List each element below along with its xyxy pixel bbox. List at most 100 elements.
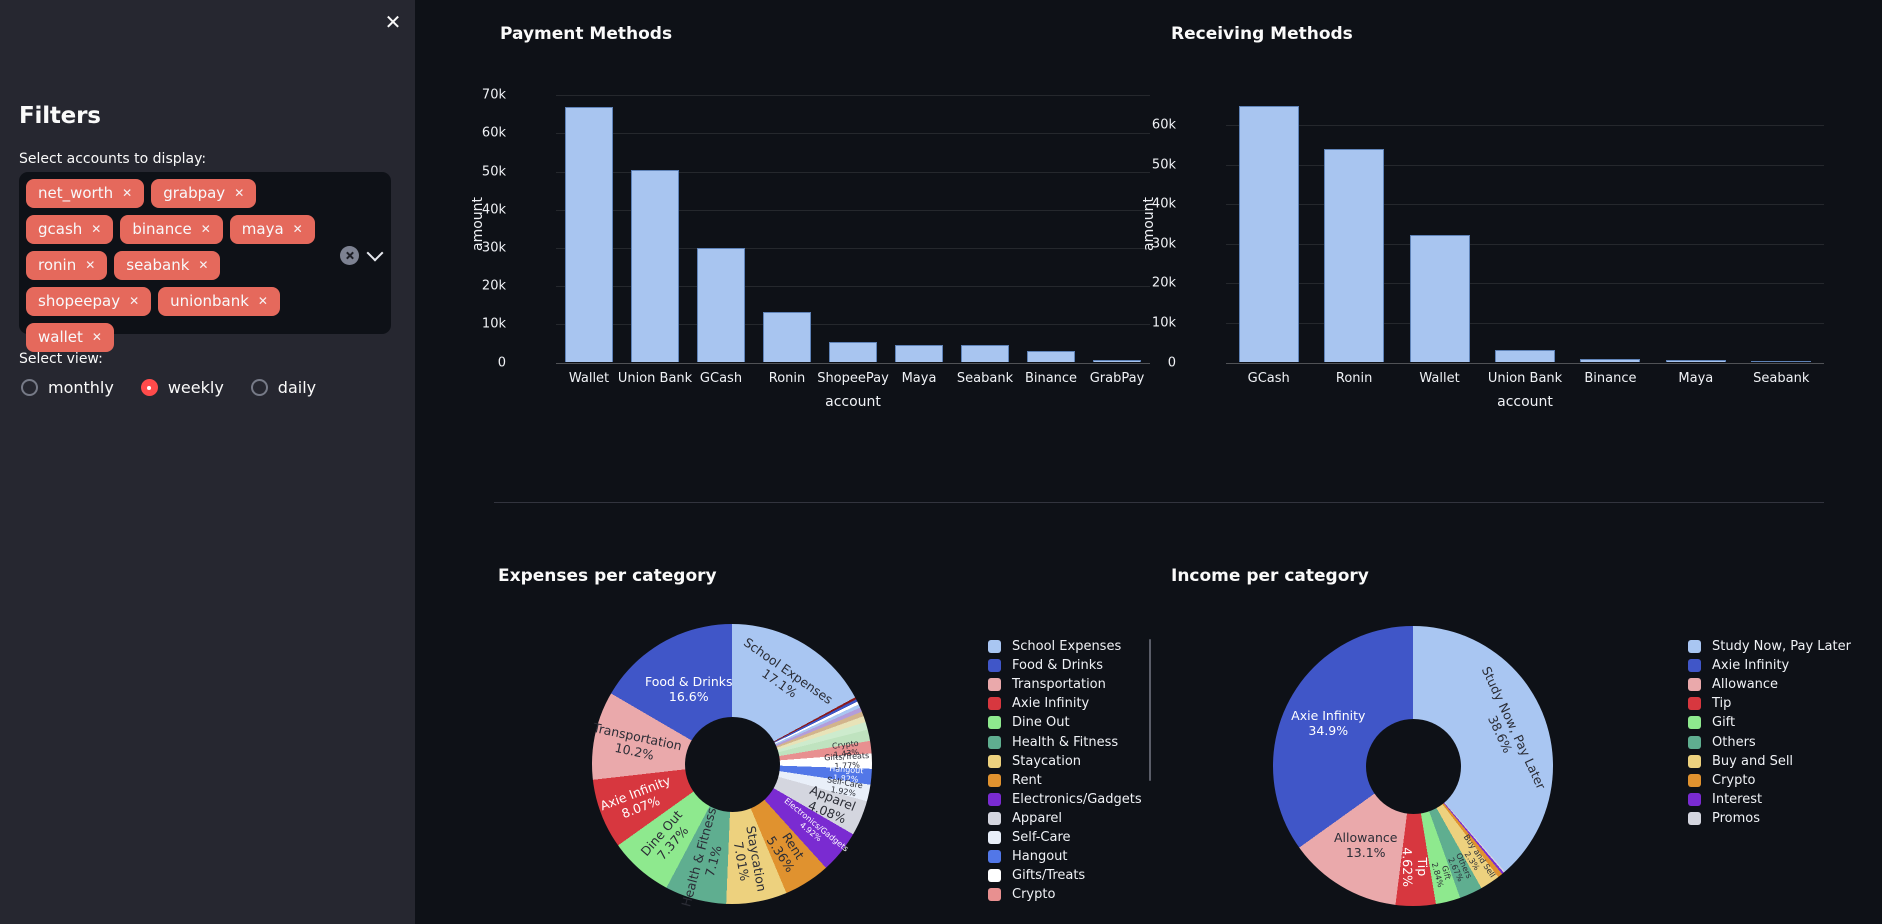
legend-item-Axie Infinity[interactable]: Axie Infinity [1688, 656, 1851, 675]
account-tag-maya[interactable]: maya ✕ [229, 215, 315, 244]
legend-scrollbar[interactable] [1149, 639, 1151, 781]
account-tag-gcash[interactable]: gcash ✕ [26, 215, 114, 244]
x-tick-Binance: Binance [1024, 371, 1078, 386]
bar-Maya[interactable] [1665, 359, 1726, 363]
legend-item-Self-Care[interactable]: Self-Care [988, 828, 1142, 847]
account-tag-label: shopeepay [38, 292, 121, 310]
legend-item-Crypto[interactable]: Crypto [1688, 771, 1851, 790]
legend-item-Crypto[interactable]: Crypto [988, 885, 1142, 904]
remove-tag-icon[interactable]: ✕ [122, 186, 133, 200]
account-tag-wallet[interactable]: wallet ✕ [26, 323, 114, 352]
bar-ShopeePay[interactable] [829, 342, 877, 363]
legend-item-Study Now, Pay Later[interactable]: Study Now, Pay Later [1688, 637, 1851, 656]
pie-label-Food & Drinks: Food & Drinks 16.6% [645, 674, 733, 704]
bar-Binance[interactable] [1027, 350, 1075, 363]
remove-tag-icon[interactable]: ✕ [91, 222, 102, 236]
remove-tag-icon[interactable]: ✕ [85, 258, 96, 272]
account-tag-label: gcash [38, 220, 83, 238]
donut-expenses[interactable] [592, 624, 872, 904]
remove-tag-icon[interactable]: ✕ [257, 294, 268, 308]
sidebar-close-icon[interactable]: ✕ [378, 8, 408, 38]
bar-Binance[interactable] [1580, 358, 1641, 363]
bar-Union Bank[interactable] [1495, 350, 1555, 363]
account-tag-shopeepay[interactable]: shopeepay ✕ [26, 287, 152, 316]
legend-item-Buy and Sell[interactable]: Buy and Sell [1688, 752, 1851, 771]
bar-Wallet[interactable] [1409, 234, 1470, 363]
account-tag-binance[interactable]: binance ✕ [120, 215, 223, 244]
remove-tag-icon[interactable]: ✕ [200, 222, 211, 236]
bar-Ronin[interactable] [763, 312, 811, 363]
legend-item-Food & Drinks[interactable]: Food & Drinks [988, 656, 1142, 675]
legend-item-label: Crypto [1712, 772, 1756, 788]
accounts-select-label: Select accounts to display: [19, 151, 207, 167]
view-radio-weekly[interactable]: weekly [140, 378, 224, 397]
remove-tag-icon[interactable]: ✕ [198, 258, 209, 272]
bar-GCash[interactable] [1238, 105, 1299, 363]
legend-item-Allowance[interactable]: Allowance [1688, 675, 1851, 694]
bar-Seabank[interactable] [961, 344, 1009, 363]
y-tick-label: 50k [1151, 157, 1176, 172]
remove-tag-icon[interactable]: ✕ [129, 294, 140, 308]
legend-item-Promos[interactable]: Promos [1688, 809, 1851, 828]
bar-Seabank[interactable] [1751, 361, 1812, 363]
pie-label-Axie Infinity: Axie Infinity 34.9% [1291, 708, 1365, 738]
legend-item-label: Transportation [1012, 677, 1106, 693]
legend-item-Apparel[interactable]: Apparel [988, 809, 1142, 828]
account-tag-label: seabank [126, 256, 190, 274]
legend-item-Gifts/Treats[interactable]: Gifts/Treats [988, 866, 1142, 885]
legend-item-School Expenses[interactable]: School Expenses [988, 637, 1142, 656]
legend-item-Dine Out[interactable]: Dine Out [988, 713, 1142, 732]
remove-tag-icon[interactable]: ✕ [292, 222, 303, 236]
radio-selected-icon[interactable] [140, 379, 158, 396]
accounts-multiselect[interactable]: net_worth ✕ grabpay ✕ gcash ✕ binance ✕ maya ✕ ron… [19, 172, 391, 352]
legend-item-Staycation[interactable]: Staycation [988, 752, 1142, 771]
legend-item-Hangout[interactable]: Hangout [988, 847, 1142, 866]
multiselect-controls [340, 244, 384, 265]
gridline-0 [556, 362, 1150, 364]
legend-item-Others[interactable]: Others [1688, 732, 1851, 751]
account-tag-net_worth[interactable]: net_worth ✕ [26, 179, 145, 208]
legend-item-label: Axie Infinity [1712, 658, 1790, 674]
pie-label-name: Food & Drinks [644, 673, 733, 689]
x-axis-title: account [825, 394, 881, 410]
remove-tag-icon[interactable]: ✕ [234, 186, 245, 200]
legend-item-Gift[interactable]: Gift [1688, 713, 1851, 732]
bar-GrabPay[interactable] [1093, 360, 1141, 363]
legend-item-Interest[interactable]: Interest [1688, 790, 1851, 809]
view-radio-daily[interactable]: daily [250, 378, 316, 397]
account-tag-seabank[interactable]: seabank ✕ [114, 251, 221, 280]
pie-label-percent: 13.1% [1345, 845, 1386, 861]
clear-all-icon[interactable] [340, 246, 359, 265]
legend-item-Axie Infinity[interactable]: Axie Infinity [988, 694, 1142, 713]
account-tag-label: grabpay [163, 184, 226, 202]
account-tag-grabpay[interactable]: grabpay ✕ [151, 179, 257, 208]
legend-item-Health & Fitness[interactable]: Health & Fitness [988, 732, 1142, 751]
chevron-down-icon[interactable] [366, 244, 384, 262]
account-tag-unionbank[interactable]: unionbank ✕ [158, 287, 280, 316]
y-tick-label: 40k [1151, 196, 1176, 212]
legend-item-label: Buy and Sell [1712, 753, 1794, 769]
radio-label: weekly [167, 378, 224, 397]
legend-swatch-icon [1688, 773, 1701, 787]
account-tag-ronin[interactable]: ronin ✕ [26, 251, 108, 280]
chart-title-4: Income per category [1171, 566, 1369, 586]
legend-item-label: Dine Out [1012, 715, 1070, 731]
legend-item-Transportation[interactable]: Transportation [988, 675, 1142, 694]
radio-unselected-icon[interactable] [250, 379, 268, 396]
legend-item-Tip[interactable]: Tip [1688, 694, 1851, 713]
legend-item-Electronics/Gadgets[interactable]: Electronics/Gadgets [988, 790, 1142, 809]
legend-swatch-icon [1688, 811, 1701, 825]
radio-unselected-icon[interactable] [21, 379, 38, 396]
bar-GCash[interactable] [697, 247, 745, 363]
bar-Ronin[interactable] [1324, 148, 1385, 363]
bar-Maya[interactable] [895, 345, 943, 363]
view-radio-monthly[interactable]: monthly [21, 378, 114, 397]
y-tick-label: 30k [1151, 236, 1176, 252]
donut-income[interactable] [1273, 626, 1553, 906]
legend-item-Rent[interactable]: Rent [988, 771, 1142, 790]
remove-tag-icon[interactable]: ✕ [91, 330, 102, 344]
bar-Wallet[interactable] [565, 106, 613, 363]
bar-Union Bank[interactable] [631, 170, 679, 363]
legend-item-label: Crypto [1012, 887, 1056, 903]
